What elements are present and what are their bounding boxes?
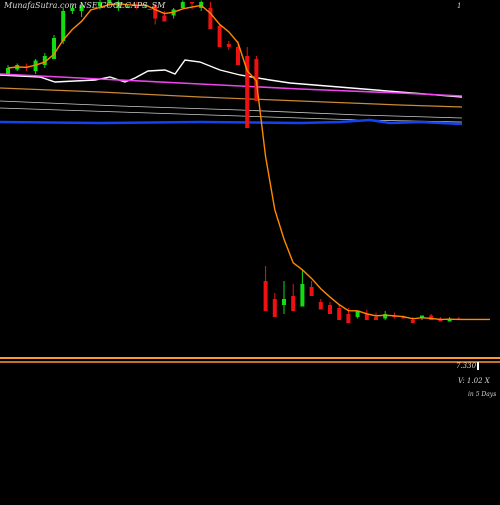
candle-bear [226, 44, 231, 47]
candle-bear [374, 317, 378, 320]
candle-bull [300, 284, 305, 307]
ema-short-line [7, 3, 490, 321]
candle-bull [180, 2, 185, 8]
candle-bear [162, 15, 167, 22]
candle-bull [70, 8, 75, 11]
candle-bear [190, 2, 194, 4]
candle-bear [410, 320, 415, 323]
candle-bull [98, 2, 102, 7]
candle-bear [401, 317, 406, 319]
top-right-tick: 1 [457, 2, 462, 10]
candle-bull [125, 6, 130, 8]
candle-bear [346, 314, 351, 323]
candle-bear [245, 56, 250, 128]
candle-bull [282, 299, 286, 305]
candle-bull [447, 318, 452, 322]
candle-bull [79, 5, 84, 11]
candle-bull [42, 56, 47, 65]
candle-bear [337, 308, 342, 320]
candle-bear [153, 5, 158, 19]
ema-long-line [0, 87, 463, 108]
days-label: in 5 Days [468, 391, 497, 398]
grey-line-1 [0, 100, 463, 119]
candle-bull [355, 311, 360, 317]
candle-bear [364, 314, 369, 320]
volume-label: 7.330 [456, 362, 477, 370]
candle-bear [318, 302, 323, 310]
candle-bear [328, 305, 332, 314]
candle-bear [291, 296, 296, 311]
candle-bear [236, 47, 240, 65]
candle-bull [52, 38, 56, 59]
candle-bear [309, 287, 314, 296]
blue-line [0, 118, 463, 126]
candle-bear [217, 26, 222, 47]
chart-title: MunafaSutra.com NSE COOLCAPS_SM [4, 1, 166, 10]
candle-bear [263, 281, 268, 311]
candle-bull [107, 0, 112, 4]
grey-line-2 [0, 107, 463, 123]
candle-bull [61, 11, 66, 41]
candle-bear [429, 315, 434, 320]
candle-bull [116, 2, 121, 8]
candle-bear [208, 8, 213, 29]
candle-bear [272, 299, 277, 317]
white-line [0, 59, 463, 98]
candle-bull [6, 68, 10, 74]
magenta-line [0, 73, 463, 97]
candle-bull [383, 314, 388, 319]
volume-ratio: V: 1.02 X [458, 377, 490, 385]
